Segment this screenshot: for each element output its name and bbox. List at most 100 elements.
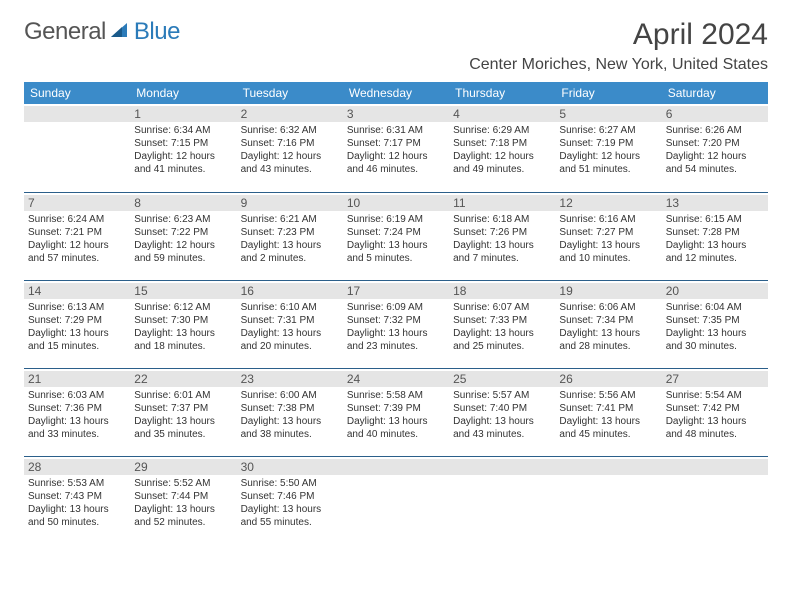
day-number: 25	[449, 371, 555, 387]
day-number: 10	[343, 195, 449, 211]
daylight-text: Daylight: 13 hours and 40 minutes.	[347, 415, 445, 441]
sunset-text: Sunset: 7:36 PM	[28, 402, 126, 415]
sunset-text: Sunset: 7:35 PM	[666, 314, 764, 327]
day-number: 9	[237, 195, 343, 211]
calendar-day-cell: 28 Sunrise: 5:53 AMSunset: 7:43 PMDayligh…	[24, 456, 130, 544]
daylight-text: Daylight: 12 hours and 43 minutes.	[241, 150, 339, 176]
sunset-text: Sunset: 7:31 PM	[241, 314, 339, 327]
sunrise-text: Sunrise: 5:57 AM	[453, 389, 551, 402]
calendar-day-cell: 24Sunrise: 5:58 AMSunset: 7:39 PMDayligh…	[343, 368, 449, 456]
day-number: 4	[449, 106, 555, 122]
sunset-text: Sunset: 7:46 PM	[241, 490, 339, 503]
day-number: 15	[130, 283, 236, 299]
day-number	[343, 459, 449, 475]
day-info: Sunrise: 5:50 AMSunset: 7:46 PMDaylight:…	[241, 477, 339, 529]
day-number	[555, 459, 661, 475]
daylight-text: Daylight: 13 hours and 48 minutes.	[666, 415, 764, 441]
sunrise-text: Sunrise: 5:54 AM	[666, 389, 764, 402]
day-info: Sunrise: 6:27 AMSunset: 7:19 PMDaylight:…	[559, 124, 657, 176]
sunrise-text: Sunrise: 5:53 AM	[28, 477, 126, 490]
calendar-day-cell: 8Sunrise: 6:23 AMSunset: 7:22 PMDaylight…	[130, 192, 236, 280]
daylight-text: Daylight: 13 hours and 43 minutes.	[453, 415, 551, 441]
daylight-text: Daylight: 13 hours and 50 minutes.	[28, 503, 126, 529]
day-number: 24	[343, 371, 449, 387]
sunset-text: Sunset: 7:17 PM	[347, 137, 445, 150]
calendar-day-cell: 16Sunrise: 6:10 AMSunset: 7:31 PMDayligh…	[237, 280, 343, 368]
day-info: Sunrise: 6:01 AMSunset: 7:37 PMDaylight:…	[134, 389, 232, 441]
day-number: 13	[662, 195, 768, 211]
sunset-text: Sunset: 7:38 PM	[241, 402, 339, 415]
calendar-day-cell: 23Sunrise: 6:00 AMSunset: 7:38 PMDayligh…	[237, 368, 343, 456]
sunrise-text: Sunrise: 6:03 AM	[28, 389, 126, 402]
month-title: April 2024	[469, 18, 768, 52]
sunset-text: Sunset: 7:30 PM	[134, 314, 232, 327]
sunrise-text: Sunrise: 6:13 AM	[28, 301, 126, 314]
sunrise-text: Sunrise: 6:26 AM	[666, 124, 764, 137]
day-info: Sunrise: 6:18 AMSunset: 7:26 PMDaylight:…	[453, 213, 551, 265]
sunset-text: Sunset: 7:44 PM	[134, 490, 232, 503]
day-info: Sunrise: 6:03 AMSunset: 7:36 PMDaylight:…	[28, 389, 126, 441]
day-header: Monday	[130, 82, 236, 104]
sunset-text: Sunset: 7:43 PM	[28, 490, 126, 503]
day-info: Sunrise: 6:26 AMSunset: 7:20 PMDaylight:…	[666, 124, 764, 176]
sunset-text: Sunset: 7:26 PM	[453, 226, 551, 239]
calendar-day-cell: 5 Sunrise: 6:27 AMSunset: 7:19 PMDaylight…	[555, 104, 661, 192]
sunset-text: Sunset: 7:28 PM	[666, 226, 764, 239]
calendar-day-cell: 11 Sunrise: 6:18 AMSunset: 7:26 PMDayligh…	[449, 192, 555, 280]
day-info: Sunrise: 5:57 AMSunset: 7:40 PMDaylight:…	[453, 389, 551, 441]
daylight-text: Daylight: 12 hours and 41 minutes.	[134, 150, 232, 176]
sunrise-text: Sunrise: 6:04 AM	[666, 301, 764, 314]
calendar-day-cell	[662, 456, 768, 544]
calendar-day-cell: 2Sunrise: 6:32 AMSunset: 7:16 PMDaylight…	[237, 104, 343, 192]
calendar-table: Sunday Monday Tuesday Wednesday Thursday…	[24, 82, 768, 544]
calendar-day-cell: 18Sunrise: 6:07 AMSunset: 7:33 PMDayligh…	[449, 280, 555, 368]
sunrise-text: Sunrise: 6:10 AM	[241, 301, 339, 314]
day-number: 2	[237, 106, 343, 122]
day-number	[449, 459, 555, 475]
sunrise-text: Sunrise: 6:34 AM	[134, 124, 232, 137]
day-number: 11	[449, 195, 555, 211]
sunrise-text: Sunrise: 5:56 AM	[559, 389, 657, 402]
daylight-text: Daylight: 13 hours and 10 minutes.	[559, 239, 657, 265]
sunrise-text: Sunrise: 6:21 AM	[241, 213, 339, 226]
daylight-text: Daylight: 12 hours and 46 minutes.	[347, 150, 445, 176]
calendar-day-cell	[555, 456, 661, 544]
day-number: 22	[130, 371, 236, 387]
daylight-text: Daylight: 13 hours and 30 minutes.	[666, 327, 764, 353]
day-header: Thursday	[449, 82, 555, 104]
daylight-text: Daylight: 13 hours and 15 minutes.	[28, 327, 126, 353]
sunset-text: Sunset: 7:39 PM	[347, 402, 445, 415]
sunrise-text: Sunrise: 6:09 AM	[347, 301, 445, 314]
calendar-day-cell: 10Sunrise: 6:19 AMSunset: 7:24 PMDayligh…	[343, 192, 449, 280]
calendar-day-cell: 13Sunrise: 6:15 AMSunset: 7:28 PMDayligh…	[662, 192, 768, 280]
daylight-text: Daylight: 13 hours and 55 minutes.	[241, 503, 339, 529]
day-header: Sunday	[24, 82, 130, 104]
day-info: Sunrise: 6:12 AMSunset: 7:30 PMDaylight:…	[134, 301, 232, 353]
sunset-text: Sunset: 7:41 PM	[559, 402, 657, 415]
sunrise-text: Sunrise: 5:50 AM	[241, 477, 339, 490]
daylight-text: Daylight: 12 hours and 49 minutes.	[453, 150, 551, 176]
sunrise-text: Sunrise: 6:07 AM	[453, 301, 551, 314]
day-header: Saturday	[662, 82, 768, 104]
day-number: 28	[24, 459, 130, 475]
day-info: Sunrise: 6:23 AMSunset: 7:22 PMDaylight:…	[134, 213, 232, 265]
day-number: 6	[662, 106, 768, 122]
calendar-day-cell: 20Sunrise: 6:04 AMSunset: 7:35 PMDayligh…	[662, 280, 768, 368]
day-info: Sunrise: 5:56 AMSunset: 7:41 PMDaylight:…	[559, 389, 657, 441]
day-number: 23	[237, 371, 343, 387]
calendar-day-cell: 1Sunrise: 6:34 AMSunset: 7:15 PMDaylight…	[130, 104, 236, 192]
calendar-day-cell: 25 Sunrise: 5:57 AMSunset: 7:40 PMDayligh…	[449, 368, 555, 456]
daylight-text: Daylight: 13 hours and 12 minutes.	[666, 239, 764, 265]
sunrise-text: Sunrise: 6:29 AM	[453, 124, 551, 137]
daylight-text: Daylight: 13 hours and 25 minutes.	[453, 327, 551, 353]
calendar-day-cell: 22 Sunrise: 6:01 AMSunset: 7:37 PMDayligh…	[130, 368, 236, 456]
logo-sail-icon	[109, 19, 131, 46]
day-header: Tuesday	[237, 82, 343, 104]
daylight-text: Daylight: 13 hours and 23 minutes.	[347, 327, 445, 353]
day-info: Sunrise: 6:13 AMSunset: 7:29 PMDaylight:…	[28, 301, 126, 353]
day-number: 5	[555, 106, 661, 122]
day-info: Sunrise: 5:53 AMSunset: 7:43 PMDaylight:…	[28, 477, 126, 529]
sunset-text: Sunset: 7:20 PM	[666, 137, 764, 150]
logo-text-blue: Blue	[134, 18, 180, 46]
calendar-day-cell	[449, 456, 555, 544]
